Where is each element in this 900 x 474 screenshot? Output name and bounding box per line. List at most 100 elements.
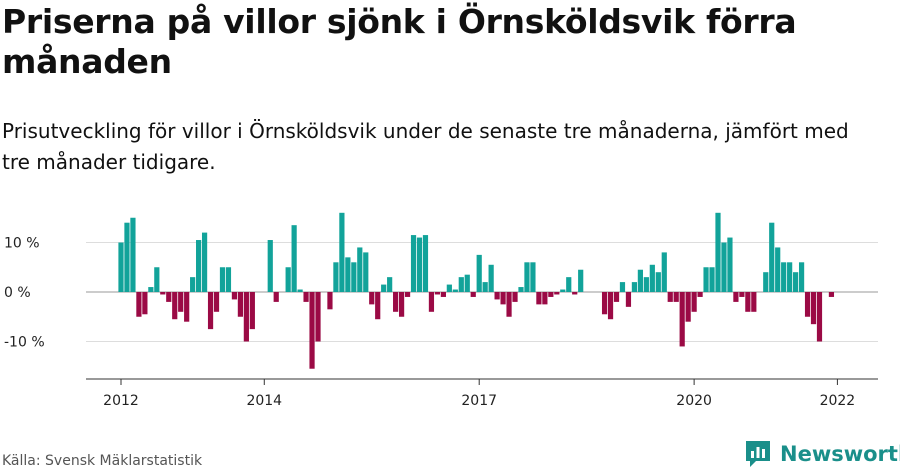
bar [273,292,279,302]
bar [303,292,309,302]
axes: 2012 2014 2017 2020 2022 -1 % [86,200,878,409]
bar [578,269,584,292]
bar [148,287,154,292]
bar [763,272,769,292]
bar [201,232,208,292]
bar [679,292,685,347]
bar [733,292,739,302]
bar [697,292,703,297]
x-tick-label: 2014 [246,393,282,409]
bar [398,292,405,317]
bar [548,292,554,297]
bar [291,225,297,292]
bar [357,247,363,292]
newsworthy-logo-icon [746,441,770,467]
chart-subtitle: Prisutveckling för villor i Örnsköldsvik… [2,119,849,174]
bar [542,292,548,305]
bar [554,292,560,295]
bar [404,292,411,297]
bar [643,277,649,292]
bar [196,240,202,292]
brand-logo[interactable]: Newsworthy [744,439,900,469]
bar [787,262,793,292]
x-tick-label: 2022 [820,393,856,409]
bar [828,292,835,297]
bar [315,292,321,342]
brand-name: Newsworthy [780,442,900,466]
y-tick-label: 10 % [4,236,40,252]
bar [422,235,429,292]
bar [506,292,512,317]
bar [649,264,655,292]
bar [452,289,458,292]
bar [601,292,608,315]
bar [207,292,214,330]
bar [237,292,243,317]
bar [631,282,638,292]
bar [721,242,727,292]
bar [446,284,452,292]
bar [219,267,226,292]
bar [810,292,817,325]
bar [333,262,339,292]
bar [434,292,441,295]
bar [267,240,273,292]
bar [464,274,470,292]
bar [369,292,375,305]
bar [243,292,249,342]
bar [309,292,315,369]
bar [297,289,303,292]
bar [769,222,775,292]
bar [166,292,172,302]
bar [607,292,614,320]
bar [715,212,721,292]
bar [154,267,160,292]
y-tick-label: -10 % [4,335,45,351]
chart-title: Priserna på villor sjönk i Örnsköldsvik … [2,2,797,81]
bar [709,267,715,292]
bar [363,252,369,292]
bar [530,262,536,292]
bar [410,235,417,292]
grid-lines: 10 % 0 % -10 % [4,236,878,351]
bar [667,292,673,302]
bar [560,289,566,292]
bar [387,277,393,292]
bar [804,292,811,317]
bar [339,212,345,292]
bar [727,237,733,292]
bar [249,292,255,330]
bar [476,254,482,292]
bar [536,292,542,305]
bar [524,262,530,292]
bar [172,292,178,320]
bar [613,292,620,302]
bar [375,292,381,320]
bar [673,292,679,302]
bar [745,292,751,312]
bar [190,277,196,292]
bar [781,262,787,292]
bar [178,292,184,312]
y-tick-label: 0 % [4,285,31,301]
bar [775,247,781,292]
bar [500,292,506,305]
bar [751,292,757,312]
bar [136,292,142,317]
bar [512,292,518,302]
bar [213,292,220,312]
bar [124,222,130,292]
bar [351,262,357,292]
bar [381,284,387,292]
bar [494,292,500,300]
bar [225,267,232,292]
bar [482,282,488,292]
bar [184,292,190,322]
bar [625,292,632,307]
bar [566,277,572,292]
bar [661,252,667,292]
bar [685,292,691,322]
bar [619,282,626,292]
bar [518,287,524,292]
bar [130,217,136,292]
